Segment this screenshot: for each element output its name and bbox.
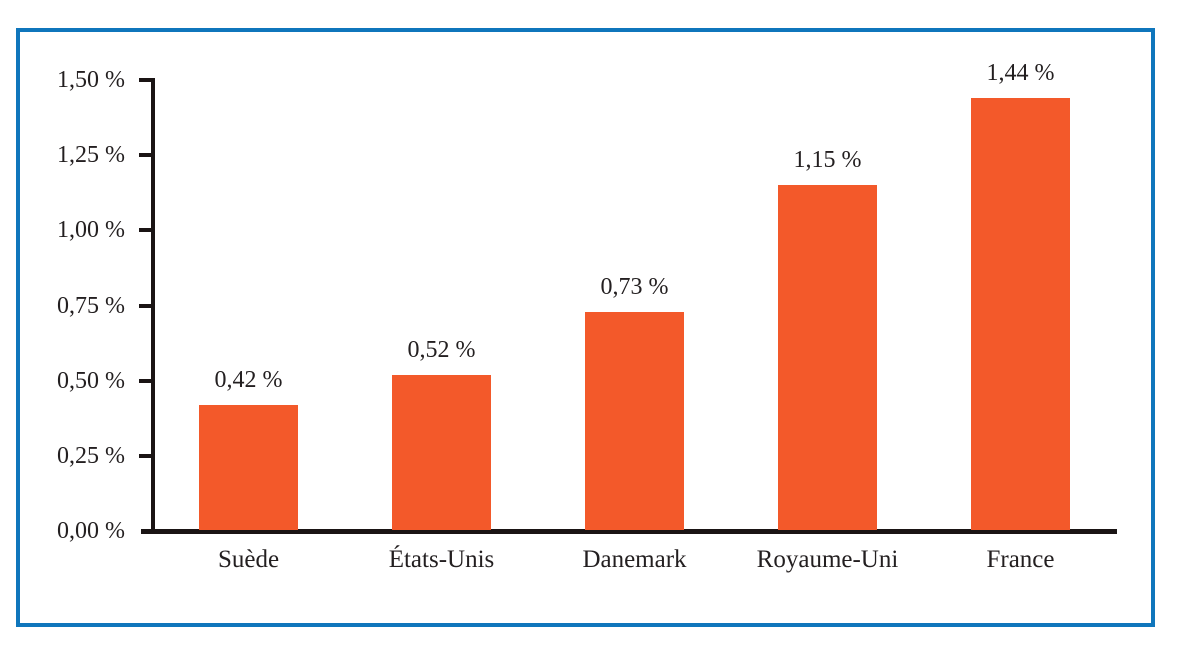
bar-danemark: [585, 311, 684, 530]
y-axis-tick-label: 0,50 %: [57, 367, 125, 394]
y-axis-tick: [139, 78, 155, 82]
bar-value-label-france: 1,44 %: [986, 60, 1055, 87]
y-axis-tick-label: 1,25 %: [57, 142, 125, 169]
bar-etats-unis: [392, 374, 491, 530]
x-axis-label-danemark: Danemark: [582, 546, 687, 573]
y-axis-tick-label: 1,50 %: [57, 67, 125, 93]
y-axis-tick: [139, 453, 155, 458]
x-axis-label-etats-unis: États-Unis: [388, 546, 495, 573]
y-axis-tick: [139, 378, 155, 383]
bar-value-label-suede: 0,42 %: [214, 366, 283, 393]
y-axis-tick-label: 0,75 %: [57, 292, 125, 319]
x-axis-label-suede: Suède: [217, 546, 280, 573]
bar-royaume-uni: [778, 185, 877, 530]
bar-france: [971, 98, 1070, 530]
bar-value-label-etats-unis: 0,52 %: [407, 336, 476, 363]
y-axis-tick-label: 0,25 %: [57, 442, 125, 469]
y-axis-tick-label: 1,00 %: [57, 217, 125, 244]
x-axis-label-royaume-uni: Royaume-Uni: [756, 546, 899, 573]
y-axis-tick: [139, 153, 155, 158]
bar-suede: [199, 404, 298, 530]
x-axis-line: [141, 529, 1117, 534]
y-axis-tick: [139, 303, 155, 308]
y-axis-tick-label: 0,00 %: [57, 518, 125, 544]
chart-frame: [16, 28, 1155, 627]
y-axis-tick: [139, 228, 155, 233]
bar-value-label-royaume-uni: 1,15 %: [793, 147, 862, 174]
x-axis-label-france: France: [986, 546, 1055, 573]
bar-value-label-danemark: 0,73 %: [600, 273, 669, 300]
